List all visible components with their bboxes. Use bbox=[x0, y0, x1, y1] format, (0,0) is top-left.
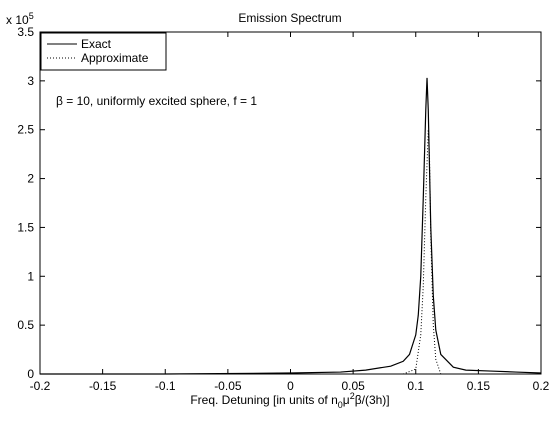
legend-label: Approximate bbox=[81, 51, 149, 65]
y-tick-label: 3 bbox=[27, 74, 34, 88]
y-tick-label: 0.5 bbox=[17, 318, 34, 332]
legend-label: Exact bbox=[81, 37, 112, 51]
x-axis-label-part: 0 bbox=[338, 400, 343, 410]
y-tick-label: 1.5 bbox=[17, 220, 34, 234]
x-tick-label: -0.05 bbox=[214, 379, 242, 393]
legend-box bbox=[40, 32, 167, 71]
x-axis-label-part: β/(3h)] bbox=[355, 393, 390, 407]
y-tick-label: 3.5 bbox=[17, 25, 34, 39]
x-axis-label-part: 2 bbox=[350, 391, 355, 401]
x-tick-label: 0.2 bbox=[533, 379, 550, 393]
x-tick-label: 0 bbox=[287, 379, 294, 393]
y-multiplier: x 105 bbox=[6, 11, 34, 27]
annotation: β = 10, uniformly excited sphere, f = 1 bbox=[56, 94, 257, 108]
x-tick-label: 0.15 bbox=[467, 379, 491, 393]
x-axis-label: Freq. Detuning [in units of n0μ2β/(3h)] bbox=[190, 391, 389, 410]
data-line bbox=[40, 129, 541, 375]
chart-title: Emission Spectrum bbox=[238, 11, 341, 25]
y-tick-label: 1 bbox=[27, 269, 34, 283]
x-tick-label: -0.15 bbox=[89, 379, 117, 393]
data-line bbox=[40, 77, 542, 375]
x-tick-label: 0.05 bbox=[341, 379, 365, 393]
y-multiplier-base: x 10 bbox=[6, 13, 29, 27]
x-tick-label: 0.1 bbox=[407, 379, 424, 393]
x-axis-label-part: μ bbox=[343, 393, 350, 407]
y-multiplier-exponent: 5 bbox=[29, 11, 34, 21]
plot-frame bbox=[39, 31, 542, 375]
y-tick-label: 2.5 bbox=[17, 123, 34, 137]
y-tick-label: 2 bbox=[27, 172, 34, 186]
x-tick-label: -0.1 bbox=[155, 379, 176, 393]
y-tick-label: 0 bbox=[27, 367, 34, 381]
x-tick-label: -0.2 bbox=[30, 379, 51, 393]
x-axis-label-part: Freq. Detuning [in units of n bbox=[190, 393, 337, 407]
